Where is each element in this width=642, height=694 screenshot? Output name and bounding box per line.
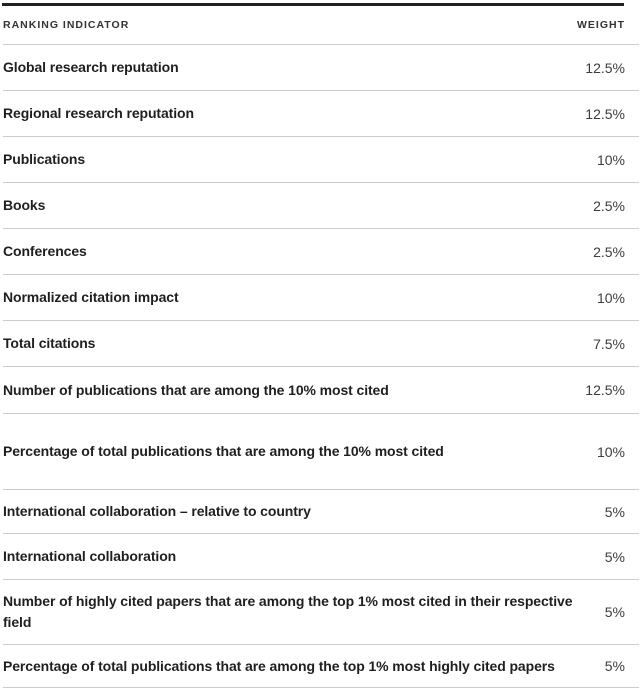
weight-value: 7.5% — [593, 335, 625, 352]
indicator-label: Number of publications that are among th… — [3, 381, 389, 398]
indicator-label: International collaboration – relative t… — [3, 503, 311, 519]
weight-value: 12.5% — [585, 105, 625, 122]
weight-value: 2.5% — [593, 197, 625, 214]
weight-value: 5% — [604, 503, 625, 520]
weight-value: 10% — [596, 151, 625, 168]
indicator-label: Regional research reputation — [3, 105, 194, 121]
column-header-weight: WEIGHT — [577, 19, 625, 31]
table-body: Global research reputation 12.5% Regiona… — [3, 45, 639, 688]
table-row: Normalized citation impact 10% — [3, 275, 639, 321]
table-row: International collaboration – relative t… — [3, 490, 639, 534]
table-row: Global research reputation 12.5% — [3, 45, 639, 91]
table-row: Total citations 7.5% — [3, 321, 639, 367]
table-top-border — [2, 3, 624, 6]
weight-value: 10% — [596, 443, 625, 460]
weight-value: 10% — [596, 289, 625, 306]
indicator-label: Normalized citation impact — [3, 289, 179, 305]
table-row: International collaboration 5% — [3, 534, 639, 580]
indicator-label: International collaboration — [3, 548, 177, 564]
column-header-ranking-indicator: RANKING INDICATOR — [3, 19, 130, 31]
weight-value: 5% — [604, 658, 625, 674]
weight-value: 2.5% — [593, 243, 625, 260]
table-row: Percentage of total publications that ar… — [3, 645, 639, 688]
indicator-label: Percentage of total publications that ar… — [3, 657, 555, 674]
table-row: Number of publications that are among th… — [3, 367, 639, 414]
table-row: Percentage of total publications that ar… — [3, 414, 639, 490]
weight-value: 5% — [604, 548, 625, 565]
indicator-label: Total citations — [3, 335, 96, 351]
table-row: Publications 10% — [3, 137, 639, 183]
weight-value: 5% — [604, 604, 625, 620]
table-row: Number of highly cited papers that are a… — [3, 580, 639, 645]
table-header-row: RANKING INDICATOR WEIGHT — [3, 6, 639, 45]
indicator-label: Global research reputation — [3, 59, 179, 75]
weight-value: 12.5% — [585, 382, 625, 398]
indicator-label: Number of highly cited papers that are a… — [3, 593, 573, 630]
indicator-label: Publications — [3, 151, 86, 167]
indicator-label: Conferences — [3, 243, 87, 259]
table-row: Conferences 2.5% — [3, 229, 639, 275]
indicator-label: Books — [3, 197, 46, 213]
indicator-label: Percentage of total publications that ar… — [3, 443, 444, 459]
table-row: Books 2.5% — [3, 183, 639, 229]
table-row: Regional research reputation 12.5% — [3, 91, 639, 137]
weight-value: 12.5% — [585, 59, 625, 76]
